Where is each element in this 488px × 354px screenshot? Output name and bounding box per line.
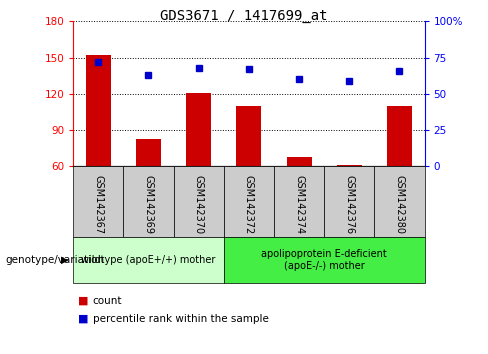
Text: GSM142369: GSM142369 [143, 175, 154, 234]
Bar [387, 106, 412, 166]
Text: GSM142370: GSM142370 [194, 175, 203, 234]
Text: percentile rank within the sample: percentile rank within the sample [93, 314, 268, 324]
Text: apolipoprotein E-deficient
(apoE-/-) mother: apolipoprotein E-deficient (apoE-/-) mot… [261, 249, 387, 271]
Bar [86, 55, 111, 166]
Text: wildtype (apoE+/+) mother: wildtype (apoE+/+) mother [81, 255, 216, 265]
Text: ■: ■ [78, 296, 89, 306]
Text: GSM142380: GSM142380 [394, 175, 405, 234]
Bar [337, 165, 362, 166]
Text: ■: ■ [78, 314, 89, 324]
Bar [286, 157, 312, 166]
Text: ▶: ▶ [61, 255, 68, 265]
Text: GDS3671 / 1417699_at: GDS3671 / 1417699_at [160, 9, 328, 23]
Bar [236, 106, 262, 166]
Text: genotype/variation: genotype/variation [5, 255, 104, 265]
Bar [136, 138, 161, 166]
Text: GSM142372: GSM142372 [244, 175, 254, 234]
Text: GSM142374: GSM142374 [294, 175, 304, 234]
Text: count: count [93, 296, 122, 306]
Bar [186, 93, 211, 166]
Text: GSM142367: GSM142367 [93, 175, 103, 234]
Text: GSM142376: GSM142376 [344, 175, 354, 234]
